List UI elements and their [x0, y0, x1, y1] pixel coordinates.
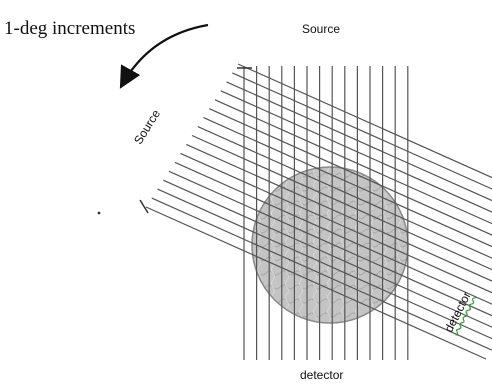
diagonal-ray — [209, 108, 492, 236]
source-bar-tick — [139, 199, 149, 214]
diagonal-ray — [174, 161, 492, 305]
diagonal-ray — [163, 179, 492, 328]
diagonal-ray — [214, 99, 492, 225]
top-source-label: Source — [302, 22, 341, 36]
diagonal-ray — [157, 188, 492, 340]
diagonal-ray — [220, 90, 492, 213]
diagonal-ray — [180, 152, 492, 294]
diagonal-ray — [186, 143, 492, 282]
diagonal-projection-rays — [145, 63, 492, 360]
stray-dot — [97, 211, 101, 215]
diagonal-ray — [203, 117, 492, 248]
diagonal-ray — [191, 134, 492, 271]
diagonal-ray — [232, 72, 492, 190]
bottom-detector-label: detector — [300, 368, 344, 382]
diagonal-ray — [237, 63, 492, 179]
increment-title: 1-deg increments — [4, 18, 136, 39]
rotation-arrow — [119, 23, 209, 89]
diagonal-ray — [168, 170, 492, 317]
diagonal-ray — [151, 197, 492, 351]
diagonal-ray — [197, 126, 492, 259]
vertical-projection-rays — [243, 66, 409, 360]
diagonal-ray — [145, 206, 487, 360]
diagonal-ray — [226, 81, 492, 202]
